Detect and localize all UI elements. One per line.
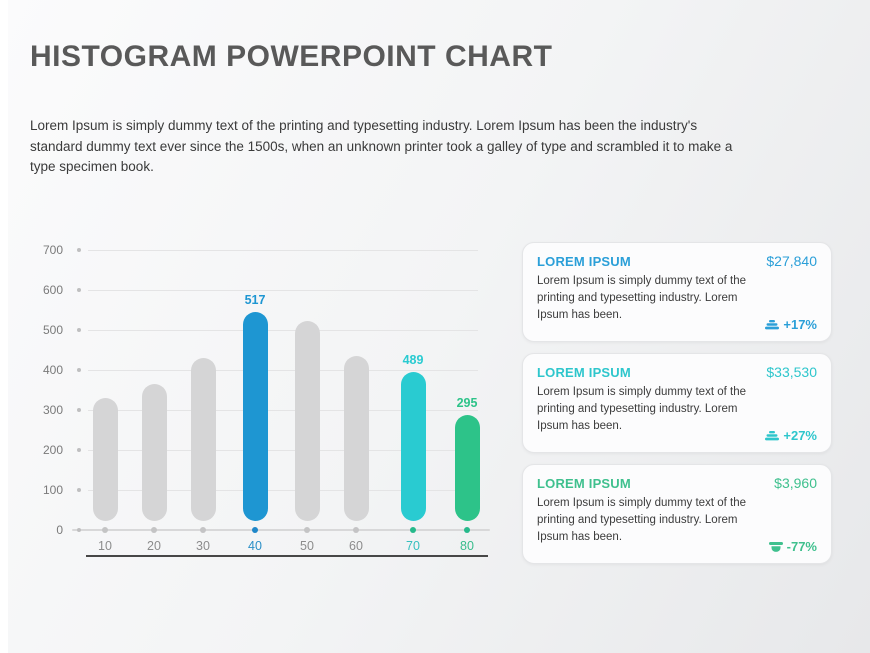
y-axis-tick-dot [77,488,81,492]
x-axis-tick-dot [151,527,157,533]
gridline [88,290,478,291]
gridline [88,450,478,451]
x-axis-tick-label: 70 [406,539,420,553]
gridline [88,370,478,371]
card-header: LOREM IPSUM $33,530 [537,364,817,380]
x-axis-tick-dot [252,527,258,533]
trend-up-icon [765,430,780,441]
card-header: LOREM IPSUM $3,960 [537,475,817,491]
x-axis-tick-dot [410,527,416,533]
histogram-bar [92,398,118,521]
y-axis-tick-label: 200 [42,443,63,457]
x-axis-tick-label: 30 [196,539,210,553]
card-body-text: Lorem Ipsum is simply dummy text of the … [537,497,746,543]
x-axis-tick-label: 60 [349,539,363,553]
page-title: HISTOGRAM POWERPOINT CHART [30,40,553,73]
gridline [88,330,478,331]
y-axis-tick-dot [77,328,81,332]
card-value: $27,840 [766,253,817,269]
histogram-bar [242,312,268,521]
trend-up-icon [765,319,780,330]
y-axis-tick-label: 300 [42,403,63,417]
card-value: $33,530 [766,364,817,380]
y-axis-tick-dot [77,448,81,452]
trend-percent: +17% [783,317,817,332]
y-axis-tick-label: 500 [42,323,63,337]
y-axis-tick-dot [77,248,81,252]
card-title: LOREM IPSUM [537,365,631,380]
histogram-bar [294,321,320,521]
card-value: $3,960 [774,475,817,491]
card-trend: +17% [765,317,817,332]
card-title: LOREM IPSUM [537,254,631,269]
y-axis-tick-dot [77,528,81,532]
bar-value-label: 295 [456,396,478,411]
x-axis-tick-label: 50 [300,539,314,553]
bar-value-label: 489 [402,353,424,367]
y-axis-tick-dot [77,368,81,372]
x-axis-tick-label: 10 [98,539,112,553]
x-axis-tick-label: 80 [460,539,474,553]
x-axis-tick-dot [304,527,310,533]
x-axis-tick-dot [200,527,206,533]
trend-percent: +27% [783,428,817,443]
card-title: LOREM IPSUM [537,476,631,491]
gridline [88,410,478,411]
histogram-bar [190,358,216,521]
histogram-bar [343,356,369,521]
y-axis-tick-label: 100 [42,483,63,497]
x-axis-tick-dot [464,527,470,533]
card-trend: +27% [765,428,817,443]
trend-percent: -77% [786,539,817,554]
y-axis-tick-label: 400 [42,363,63,377]
card-trend: -77% [768,539,817,554]
card-header: LOREM IPSUM $27,840 [537,253,817,269]
info-card-1: LOREM IPSUM $27,840 Lorem Ipsum is simpl… [522,242,832,342]
bar-value-label: 517 [244,293,266,307]
trend-down-icon [768,541,783,552]
y-axis-tick-dot [77,288,81,292]
x-axis-tick-dot [102,527,108,533]
histogram-bar [454,415,480,521]
card-body-text: Lorem Ipsum is simply dummy text of the … [537,386,746,432]
gridline [88,490,478,491]
card-body-text: Lorem Ipsum is simply dummy text of the … [537,275,746,321]
histogram-bar [141,384,167,521]
x-axis-tick-dot [353,527,359,533]
x-axis-baseline [72,529,490,531]
y-axis-tick-label: 700 [42,243,63,257]
y-axis-tick-label: 600 [42,283,63,297]
x-axis-tick-label: 20 [147,539,161,553]
x-axis-tick-label: 40 [248,539,262,553]
info-card-2: LOREM IPSUM $33,530 Lorem Ipsum is simpl… [522,353,832,453]
y-axis-tick-dot [77,408,81,412]
description-text: Lorem Ipsum is simply dummy text of the … [30,118,733,174]
y-axis-tick-label: 0 [56,523,63,537]
gridline [88,250,478,251]
info-card-3: LOREM IPSUM $3,960 Lorem Ipsum is simply… [522,464,832,564]
x-axis-line [86,555,488,557]
histogram-bar [400,372,426,521]
